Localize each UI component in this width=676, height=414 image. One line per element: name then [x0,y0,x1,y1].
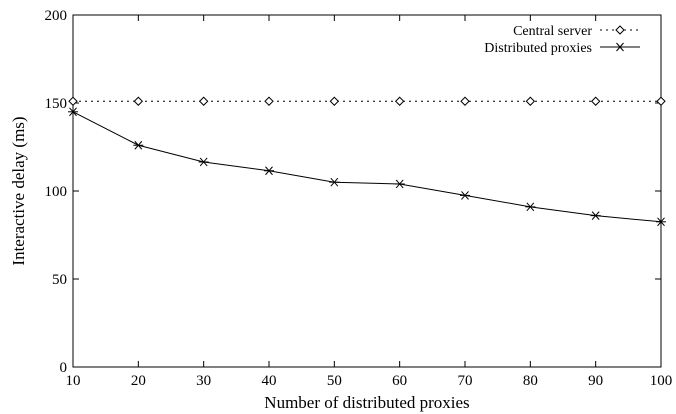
y-tick-label: 50 [52,272,67,288]
x-tick-label: 70 [458,373,473,389]
x-tick-label: 90 [588,373,603,389]
series-line [72,111,662,223]
y-tick-label: 0 [60,360,68,376]
data-point [264,166,274,176]
data-point [198,96,209,106]
y-axis-ticks: 0 50 100 150 200 [45,8,661,376]
data-point [133,96,144,106]
legend: Central server Distributed proxies [484,24,640,56]
data-point [329,96,340,106]
x-tick-label: 20 [131,373,146,389]
data-point [264,96,274,106]
x-tick-label: 30 [196,373,211,389]
series-layer [68,96,666,227]
series-0 [68,96,666,106]
data-point [656,217,666,227]
data-point [525,96,536,106]
x-tick-label: 80 [523,373,538,389]
x-tick-label: 100 [650,373,673,389]
data-point [590,211,601,220]
data-point [460,96,470,106]
data-point [133,140,144,150]
legend-label: Central server [513,24,592,39]
x-axis-title: Number of distributed proxies [264,393,469,412]
series-1 [68,107,666,227]
data-point [525,202,536,212]
legend-marker [615,42,625,52]
y-axis-title: Interactive delay (ms) [9,116,28,265]
y-tick-label: 200 [45,8,68,24]
data-point [68,107,78,117]
x-tick-label: 40 [262,373,277,389]
data-point [394,179,405,189]
data-point [394,96,405,106]
plot-frame [72,14,662,368]
plot-border [72,14,662,368]
legend-label: Distributed proxies [484,41,592,56]
data-point [460,191,470,200]
x-tick-label: 50 [327,373,342,389]
data-point [68,96,78,106]
data-point [590,96,601,106]
legend-marker [615,25,625,35]
y-tick-label: 150 [45,96,68,112]
y-tick-label: 100 [45,184,68,200]
data-point [329,177,340,187]
x-axis-ticks: 10 20 30 40 50 60 70 80 90 100 [66,15,673,389]
x-tick-label: 60 [392,373,407,389]
data-point [198,157,209,167]
data-point [656,96,666,106]
x-tick-label: 10 [66,373,81,389]
